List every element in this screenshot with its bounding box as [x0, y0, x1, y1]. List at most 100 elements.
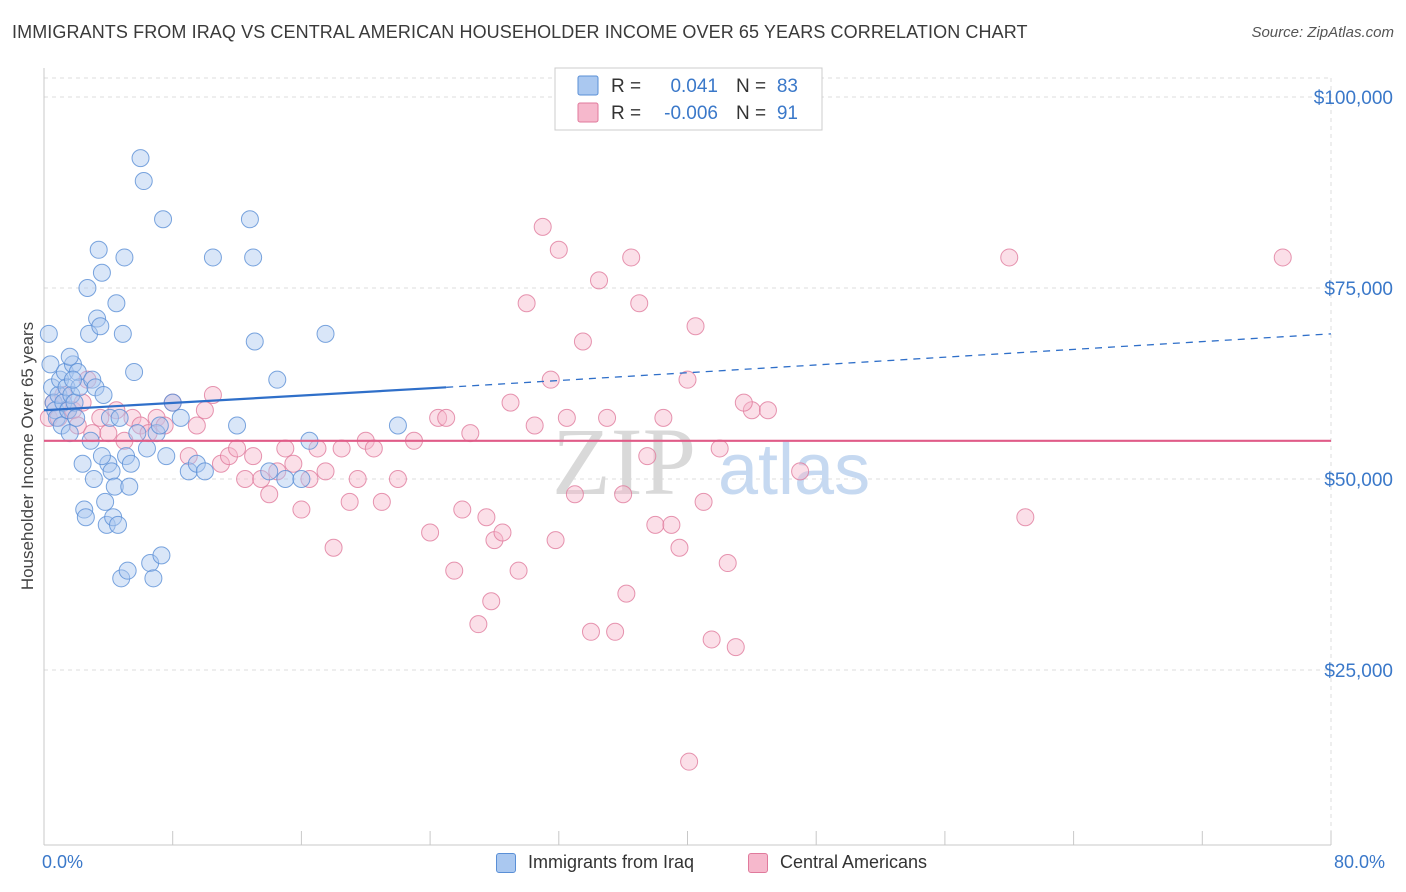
data-point [115, 248, 134, 267]
data-point [388, 416, 407, 435]
data-point [638, 447, 657, 466]
legend-n-value-central: 91 [777, 103, 798, 124]
data-point [284, 454, 303, 473]
data-point [316, 324, 335, 343]
data-point [372, 492, 391, 511]
legend-swatch [748, 852, 768, 873]
legend-item-central: Central Americans [748, 852, 927, 873]
data-point [546, 531, 565, 550]
data-point [112, 569, 131, 588]
data-point [791, 462, 810, 481]
data-point [276, 470, 295, 488]
series-central-americans [39, 217, 1292, 771]
data-point [76, 508, 95, 527]
data-point [525, 416, 544, 435]
data-point [549, 240, 568, 259]
data-point [195, 401, 214, 420]
data-point [565, 485, 584, 504]
data-point [228, 439, 247, 458]
legend-swatch-iraq [577, 75, 599, 96]
data-point [388, 470, 407, 488]
data-point [332, 439, 351, 458]
data-point [501, 393, 520, 412]
correlation-legend: R = 0.041 N = 83 R = -0.006 N = 91 [554, 67, 823, 131]
data-point [461, 424, 480, 443]
axes [43, 68, 1332, 846]
y-tick-label: $50,000 [1324, 470, 1393, 491]
data-point [590, 271, 609, 290]
data-point [670, 538, 689, 557]
legend-r-value-iraq: 0.041 [670, 76, 718, 97]
data-point [228, 416, 247, 435]
data-point [113, 324, 132, 343]
data-point [1016, 508, 1035, 527]
data-point [107, 294, 126, 313]
data-point [437, 408, 456, 427]
data-point [89, 240, 108, 259]
data-point [94, 385, 113, 404]
source-label: Source: ZipAtlas.com [1251, 24, 1394, 41]
trend-line-iraq-dashed [446, 333, 1332, 388]
data-point [726, 638, 745, 657]
data-point [646, 515, 665, 534]
data-point [482, 592, 501, 611]
data-point [109, 515, 128, 534]
data-point [718, 554, 737, 573]
data-point [758, 401, 777, 420]
data-point [517, 294, 536, 313]
data-point [128, 424, 147, 443]
data-point [63, 370, 82, 389]
data-point [260, 462, 279, 481]
data-point [187, 416, 206, 435]
legend-label-iraq: Immigrants from Iraq [528, 852, 695, 872]
data-point [131, 149, 150, 168]
data-point [110, 408, 129, 427]
data-point [340, 492, 359, 511]
legend-n-label-iraq: N = [736, 76, 766, 97]
data-point [680, 752, 699, 771]
data-point [137, 439, 156, 458]
legend-swatch [496, 852, 516, 873]
data-point [617, 584, 636, 603]
data-point [1273, 248, 1292, 267]
data-point [686, 317, 705, 336]
data-point [96, 492, 115, 511]
data-point [91, 408, 110, 427]
data-point [154, 210, 173, 229]
chart-title: IMMIGRANTS FROM IRAQ VS CENTRAL AMERICAN… [12, 22, 1028, 42]
data-point [195, 462, 214, 481]
data-point [203, 248, 222, 267]
data-point [125, 363, 144, 382]
watermark-atlas: atlas [718, 430, 870, 510]
data-point [120, 477, 139, 496]
data-point [710, 439, 729, 458]
data-point [236, 470, 255, 488]
y-tick-labels: $25,000 $50,000 $75,000 $100,000 [1314, 88, 1393, 682]
data-point [84, 470, 103, 488]
data-point [121, 454, 140, 473]
data-point [477, 508, 496, 527]
legend-item-iraq: Immigrants from Iraq [496, 852, 694, 873]
data-point [678, 370, 697, 389]
data-point [75, 500, 94, 519]
y-tick-label: $75,000 [1324, 279, 1393, 300]
data-point [702, 630, 721, 649]
data-point [39, 324, 58, 343]
data-point [240, 210, 259, 229]
data-point [292, 500, 311, 519]
watermark-zip: ZIP [552, 408, 696, 515]
data-point [134, 172, 153, 191]
data-point [557, 408, 576, 427]
data-point [694, 492, 713, 511]
data-point [60, 347, 79, 366]
data-point [1000, 248, 1019, 267]
y-axis-label: Householder Income Over 65 years [18, 321, 37, 591]
watermark: ZIP atlas [552, 408, 870, 515]
data-point [41, 355, 60, 374]
data-point [67, 408, 86, 427]
data-point [493, 523, 512, 542]
data-point [324, 538, 343, 557]
trend-lines [43, 333, 1332, 442]
data-point [118, 561, 137, 580]
data-point [453, 500, 472, 519]
